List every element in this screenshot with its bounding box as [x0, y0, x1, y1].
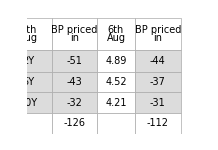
Bar	[135, 72, 181, 93]
Bar	[135, 18, 181, 50]
Text: Aug: Aug	[106, 33, 125, 43]
Bar	[97, 18, 135, 50]
Bar	[52, 72, 97, 93]
Bar	[52, 18, 97, 50]
Text: in: in	[153, 33, 162, 43]
Bar	[97, 93, 135, 113]
Bar	[52, 50, 97, 72]
Text: -112: -112	[147, 118, 169, 128]
Bar	[135, 113, 181, 134]
Text: 5Y: 5Y	[22, 77, 35, 87]
Text: BP priced: BP priced	[51, 25, 98, 35]
Text: in: in	[70, 33, 79, 43]
Text: 6th: 6th	[108, 25, 124, 35]
Bar	[135, 93, 181, 113]
Text: -126: -126	[64, 118, 85, 128]
Bar	[52, 93, 97, 113]
Bar	[5, 93, 52, 113]
Text: 2Y: 2Y	[22, 56, 35, 66]
Text: -44: -44	[150, 56, 166, 66]
Bar	[97, 50, 135, 72]
Text: Aug: Aug	[19, 33, 38, 43]
Text: -31: -31	[150, 98, 166, 108]
Text: 4.21: 4.21	[105, 98, 127, 108]
Text: -37: -37	[150, 77, 166, 87]
Bar	[97, 72, 135, 93]
Text: 10Y: 10Y	[19, 98, 37, 108]
Bar	[135, 50, 181, 72]
Bar	[5, 50, 52, 72]
Text: BP priced: BP priced	[135, 25, 181, 35]
Bar	[97, 113, 135, 134]
Text: -43: -43	[67, 77, 82, 87]
Bar	[5, 72, 52, 93]
Text: 4.52: 4.52	[105, 77, 127, 87]
Text: 4.89: 4.89	[105, 56, 127, 66]
Bar	[5, 18, 52, 50]
Bar	[5, 113, 52, 134]
Text: -51: -51	[67, 56, 82, 66]
Bar	[52, 113, 97, 134]
Text: 5th: 5th	[20, 25, 37, 35]
Text: -32: -32	[67, 98, 82, 108]
